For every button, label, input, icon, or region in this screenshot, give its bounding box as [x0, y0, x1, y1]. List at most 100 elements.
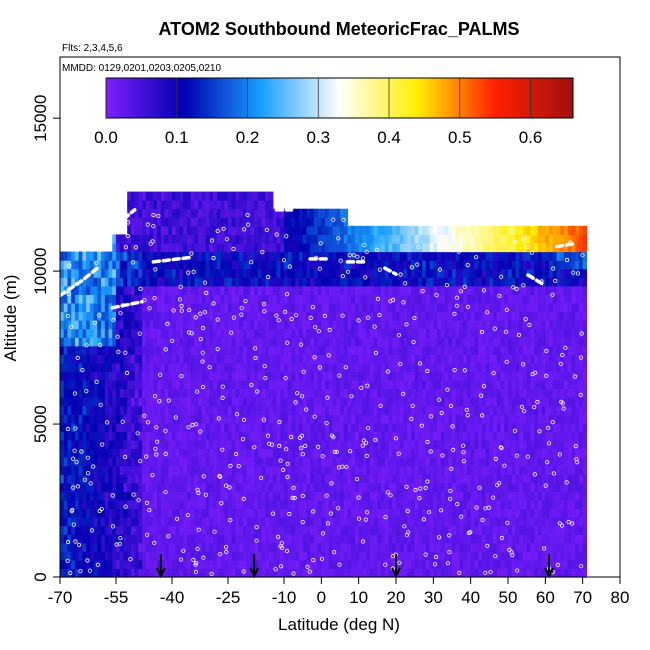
heat-cell [272, 208, 278, 218]
heat-cell [265, 242, 270, 253]
heat-cell [351, 457, 356, 467]
heat-cell [351, 448, 356, 458]
heat-cell [358, 251, 363, 261]
heat-cell [396, 397, 401, 407]
heat-cell [112, 311, 117, 321]
heat-cell [216, 448, 222, 458]
heat-cell [60, 354, 65, 364]
heat-cell [149, 397, 154, 407]
heat-cell [130, 457, 136, 467]
heat-cell [403, 439, 408, 450]
heat-cell [403, 268, 408, 278]
heat-cell [101, 491, 106, 501]
heat-cell [489, 302, 494, 313]
heat-cell [317, 431, 322, 441]
heat-cell [310, 559, 315, 570]
heat-cell [142, 277, 147, 287]
heat-cell [287, 277, 293, 287]
heat-cell [104, 491, 110, 501]
heat-cell [377, 517, 382, 527]
heat-cell [414, 345, 419, 355]
heat-cell [272, 388, 278, 398]
heat-cell [276, 208, 281, 218]
heat-cell [239, 474, 244, 484]
heat-cell [287, 465, 293, 475]
heat-cell [306, 542, 311, 552]
heat-cell [97, 431, 102, 441]
heat-cell [463, 414, 468, 424]
heat-cell [452, 431, 457, 441]
heat-cell [455, 311, 461, 321]
heat-cell [422, 320, 427, 330]
heat-cell [347, 508, 352, 518]
heat-cell [265, 431, 270, 441]
heat-cell [265, 559, 270, 570]
heat-cell [474, 465, 479, 475]
heat-cell [459, 302, 464, 313]
heat-cell [67, 474, 72, 484]
heat-cell [440, 525, 446, 535]
heat-cell [313, 465, 319, 475]
heat-cell [213, 234, 218, 244]
heat-cell [254, 191, 259, 201]
heat-cell [74, 260, 80, 270]
heat-cell [291, 499, 296, 510]
heat-cell [287, 362, 293, 373]
heat-cell [101, 362, 106, 373]
heat-cell [276, 337, 281, 347]
heat-cell [496, 491, 502, 501]
heat-cell [425, 551, 431, 561]
heat-cell [429, 285, 434, 295]
heat-cell [67, 422, 72, 432]
heat-cell [194, 534, 199, 544]
heat-cell [463, 517, 468, 527]
heat-cell [265, 371, 270, 381]
heat-cell [60, 414, 65, 424]
heat-cell [291, 439, 296, 450]
heat-cell [127, 328, 132, 338]
heat-cell [384, 260, 390, 270]
heat-cell [496, 414, 502, 424]
heat-cell [280, 311, 285, 321]
heat-cell [377, 328, 382, 338]
heat-cell [257, 260, 263, 270]
heat-cell [470, 285, 475, 295]
heat-cell [485, 388, 490, 398]
heat-cell [142, 534, 147, 544]
heat-cell [153, 559, 158, 570]
heat-cell [265, 508, 270, 518]
heat-cell [186, 191, 192, 201]
heat-cell [478, 414, 483, 424]
heat-cell [310, 491, 315, 501]
heat-cell [119, 242, 125, 253]
heat-cell [198, 559, 203, 570]
heat-cell [325, 208, 330, 218]
heat-cell [373, 225, 378, 236]
heat-cell [213, 260, 218, 270]
heat-cell [119, 328, 125, 338]
heat-cell [93, 568, 98, 578]
heat-cell [459, 277, 464, 287]
heat-cell [119, 388, 125, 398]
heat-cell [336, 439, 341, 450]
heat-cell [455, 551, 461, 561]
heat-cell [287, 422, 293, 432]
heat-cell [168, 474, 173, 484]
heat-cell [153, 439, 158, 450]
heat-cell [108, 362, 113, 373]
heat-cell [444, 268, 449, 278]
heat-cell [190, 491, 195, 501]
heat-cell [478, 294, 483, 304]
heat-cell [213, 534, 218, 544]
heat-cell [168, 242, 173, 253]
heat-cell [74, 474, 80, 484]
heat-cell [190, 260, 195, 270]
heat-cell [459, 559, 464, 570]
heat-cell [332, 517, 337, 527]
heat-cell [414, 482, 419, 492]
heat-cell [373, 397, 378, 407]
heat-cell [280, 345, 285, 355]
heat-cell [298, 482, 304, 492]
heat-cell [466, 414, 472, 424]
heat-cell [351, 542, 356, 552]
